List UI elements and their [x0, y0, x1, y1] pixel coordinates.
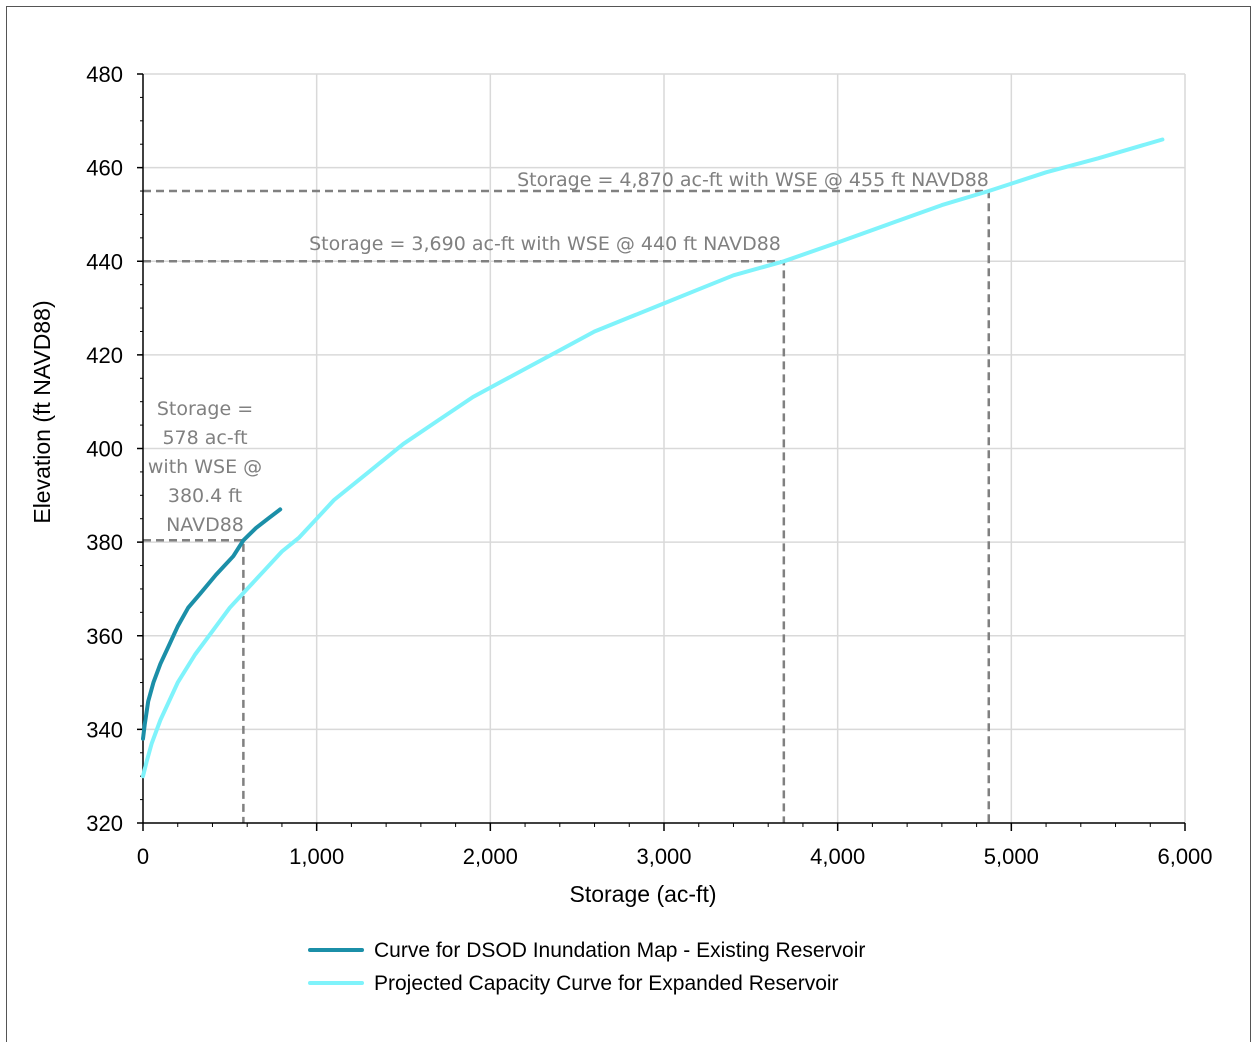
y-tick-label: 320 [86, 811, 123, 836]
x-tick-label: 4,000 [810, 844, 865, 869]
x-tick-label: 6,000 [1157, 844, 1212, 869]
legend-label-expanded: Projected Capacity Curve for Expanded Re… [374, 972, 839, 995]
x-tick-label: 3,000 [636, 844, 691, 869]
chart-frame [6, 6, 1251, 1042]
annotation-440: Storage = 3,690 ac-ft with WSE @ 440 ft … [309, 233, 781, 255]
x-axis-title: Storage (ac-ft) [570, 881, 717, 907]
annotation-455: Storage = 4,870 ac-ft with WSE @ 455 ft … [517, 169, 989, 191]
y-tick-label: 480 [86, 62, 123, 87]
annotation-380-line: Storage = [157, 398, 253, 420]
legend: Curve for DSOD Inundation Map - Existing… [308, 939, 865, 995]
y-tick-label: 440 [86, 249, 123, 274]
x-tick-label: 5,000 [984, 844, 1039, 869]
x-tick-label: 2,000 [463, 844, 518, 869]
legend-label-existing: Curve for DSOD Inundation Map - Existing… [374, 939, 865, 962]
annotation-380-line: 380.4 ft [168, 485, 242, 507]
reference-line [143, 189, 991, 823]
reference-lines [143, 189, 991, 823]
series [141, 137, 1165, 779]
x-tick-label: 1,000 [289, 844, 344, 869]
tick-marks: 320 340 360 380 400 420 440 460 480 0 1,000 2,000 3,… [86, 62, 1212, 869]
annotation-380-line: with WSE @ [148, 456, 262, 478]
series-line-existing [141, 507, 283, 741]
series-line-expanded [141, 137, 1165, 779]
x-tick-label: 0 [137, 844, 149, 869]
annotation-380: Storage = 578 ac-ft with WSE @ 380.4 ft … [148, 398, 262, 536]
annotation-380-line: NAVD88 [166, 514, 244, 536]
y-tick-label: 460 [86, 156, 123, 181]
y-tick-label: 360 [86, 624, 123, 649]
y-tick-label: 420 [86, 343, 123, 368]
y-tick-label: 400 [86, 437, 123, 462]
y-tick-label: 380 [86, 530, 123, 555]
annotation-380-line: 578 ac-ft [162, 427, 247, 449]
y-axis-title: Elevation (ft NAVD88) [29, 300, 55, 523]
grid [143, 73, 1186, 823]
reference-line [143, 539, 245, 823]
y-tick-label: 340 [86, 717, 123, 742]
